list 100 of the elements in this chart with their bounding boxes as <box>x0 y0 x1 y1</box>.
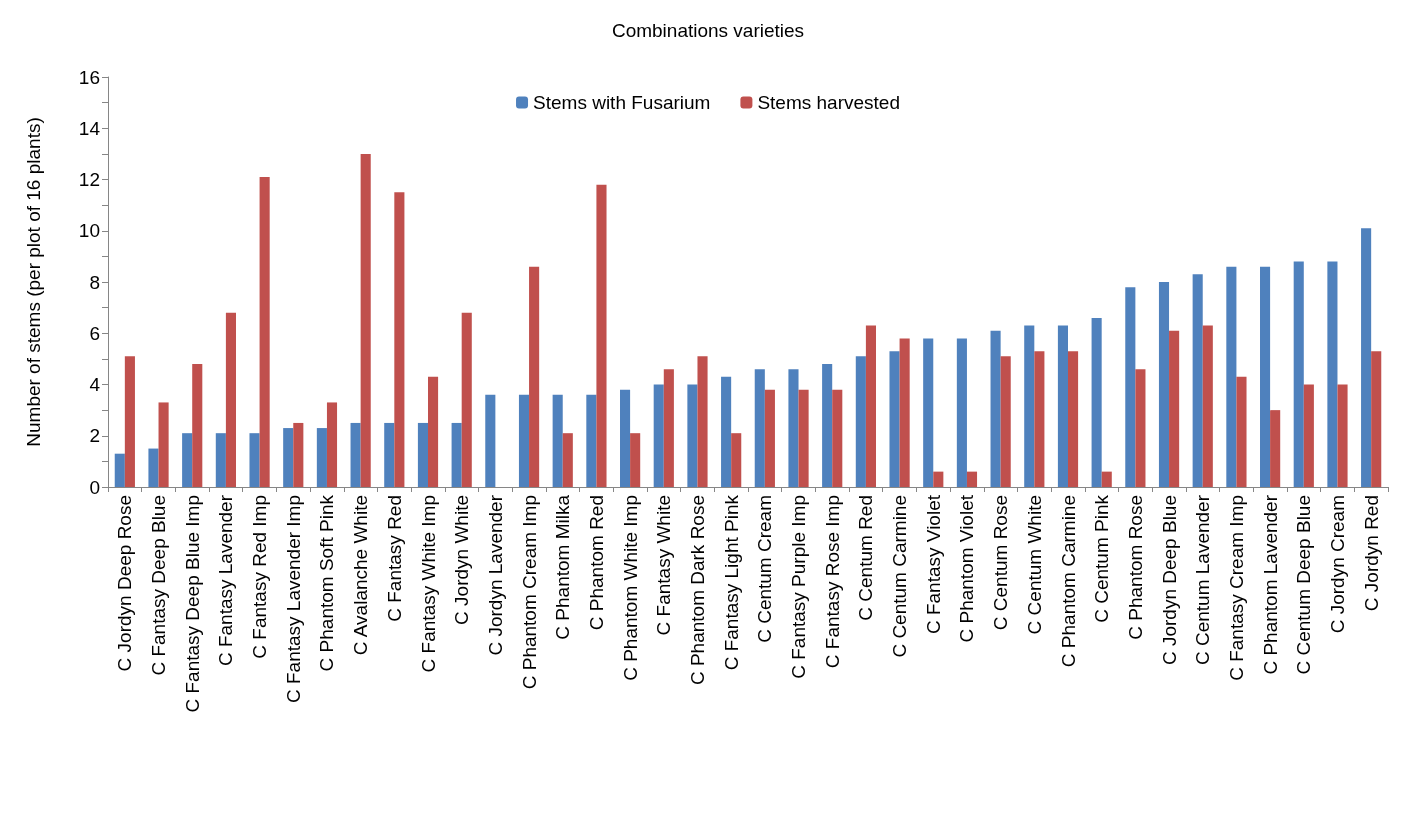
bar <box>182 433 193 487</box>
y-tick-label: 16 <box>78 66 100 88</box>
bar <box>1158 282 1170 487</box>
x-tick-label: C Centum Deep Blue <box>1293 495 1315 675</box>
x-tick-label: C Phantom White Imp <box>619 495 641 681</box>
bar <box>215 433 226 487</box>
y-tick-label: 2 <box>89 425 100 447</box>
x-tick-label: C Centum Pink <box>1091 494 1113 623</box>
x-tick-label: C Centum Carmine <box>889 495 911 658</box>
bar <box>1034 351 1045 487</box>
x-tick-label: C Centum Lavender <box>1192 494 1214 666</box>
bar <box>966 471 978 487</box>
bar <box>798 389 809 487</box>
bar <box>788 369 799 487</box>
x-tick-label: C Centum Cream <box>754 495 776 643</box>
x-tick-label: C Jordyn Deep Rose <box>114 495 136 672</box>
bar <box>1135 369 1146 487</box>
chart-title: Combinations varieties <box>611 20 805 41</box>
bar <box>1091 317 1102 487</box>
bar <box>1371 351 1382 487</box>
bar <box>1057 325 1068 487</box>
bar <box>630 433 641 487</box>
bar <box>1361 228 1372 487</box>
x-tick-label: C Phantom Lavender <box>1259 494 1281 675</box>
x-tick-label: C Jordyn Lavender <box>484 494 506 656</box>
x-tick-label: C Fantasy Purple Imp <box>788 495 810 679</box>
x-tick-label: C Jordyn Red <box>1360 495 1382 612</box>
x-tick-label: C Jordyn White <box>451 495 473 625</box>
bar <box>1327 261 1338 487</box>
bar <box>923 338 934 487</box>
bar <box>697 356 708 487</box>
bar <box>428 376 439 487</box>
y-tick-label: 10 <box>78 220 100 242</box>
x-tick-label: C Jordyn Deep Blue <box>1158 495 1180 666</box>
bar <box>990 330 1001 487</box>
bar <box>552 394 563 487</box>
x-tick-label: C Avalanche White <box>350 495 372 656</box>
y-tick-label: 6 <box>89 322 100 344</box>
bar <box>1260 266 1271 487</box>
bar <box>249 433 260 487</box>
x-tick-label: C Phantom Soft Pink <box>316 494 338 672</box>
bar <box>1202 325 1213 487</box>
legend-label: Stems with Fusarium <box>533 92 711 113</box>
bar <box>350 422 361 487</box>
x-tick-label: C Phantom Rose <box>1124 495 1146 640</box>
bar <box>1024 325 1035 487</box>
x-tick-label: C Phantom Red <box>585 495 607 631</box>
x-tick-label: C Fantasy White Imp <box>417 495 439 673</box>
bar <box>653 384 664 487</box>
bar <box>485 394 496 487</box>
x-tick-label: C Fantasy Deep Blue <box>148 495 170 676</box>
x-tick-label: C Fantasy Rose Imp <box>821 495 843 669</box>
bar <box>1236 376 1247 487</box>
bar <box>933 471 944 487</box>
x-tick-label: C Centum Rose <box>990 495 1012 631</box>
y-tick-label: 12 <box>78 169 100 190</box>
x-tick-label: C Fantasy Lavender Imp <box>282 495 304 704</box>
legend-label: Stems harvested <box>757 92 900 113</box>
x-tick-label: C Fantasy Deep Blue Imp <box>181 495 203 713</box>
bar <box>461 312 472 487</box>
x-tick-label: C Fantasy Red Imp <box>249 495 271 659</box>
bar <box>451 422 462 487</box>
bar <box>899 338 910 487</box>
bar <box>562 433 573 487</box>
y-tick-label: 0 <box>89 476 100 498</box>
bar <box>620 389 631 487</box>
bar <box>889 351 900 487</box>
x-tick-label: C Phantom Cream Imp <box>518 495 540 690</box>
bar <box>1270 410 1281 487</box>
x-tick-label: C Fantasy Lavender <box>215 494 237 667</box>
bar <box>865 325 876 487</box>
bar <box>529 266 540 487</box>
y-axis-title: Number of stems (per plot of 16 plants) <box>23 117 44 447</box>
bar <box>259 176 270 487</box>
bar <box>417 422 428 487</box>
x-tick-label: C Phantom Dark Rose <box>686 495 708 686</box>
bar <box>1169 330 1180 487</box>
bar <box>225 312 236 487</box>
bar <box>764 389 775 487</box>
x-tick-label: C Fantasy Red <box>383 495 405 622</box>
bar <box>1000 356 1011 487</box>
y-tick-label: 8 <box>89 271 100 293</box>
bar <box>114 453 125 487</box>
bar <box>1293 261 1304 487</box>
bar <box>326 402 338 487</box>
bar <box>1125 287 1136 487</box>
bar <box>283 428 294 487</box>
bar <box>731 433 742 487</box>
x-tick-label: C Fantasy White <box>653 495 675 636</box>
bar <box>855 356 866 487</box>
x-tick-label: C Fantasy Light Pink <box>720 494 742 671</box>
x-tick-label: C Centum Red <box>855 495 877 621</box>
x-tick-label: C Jordyn Cream <box>1326 495 1348 634</box>
bar <box>663 369 674 487</box>
bar <box>721 376 732 487</box>
y-tick-label: 4 <box>89 374 101 395</box>
bar <box>822 364 833 487</box>
bar <box>384 422 395 487</box>
y-tick-label: 14 <box>78 117 101 139</box>
bar <box>360 153 371 487</box>
